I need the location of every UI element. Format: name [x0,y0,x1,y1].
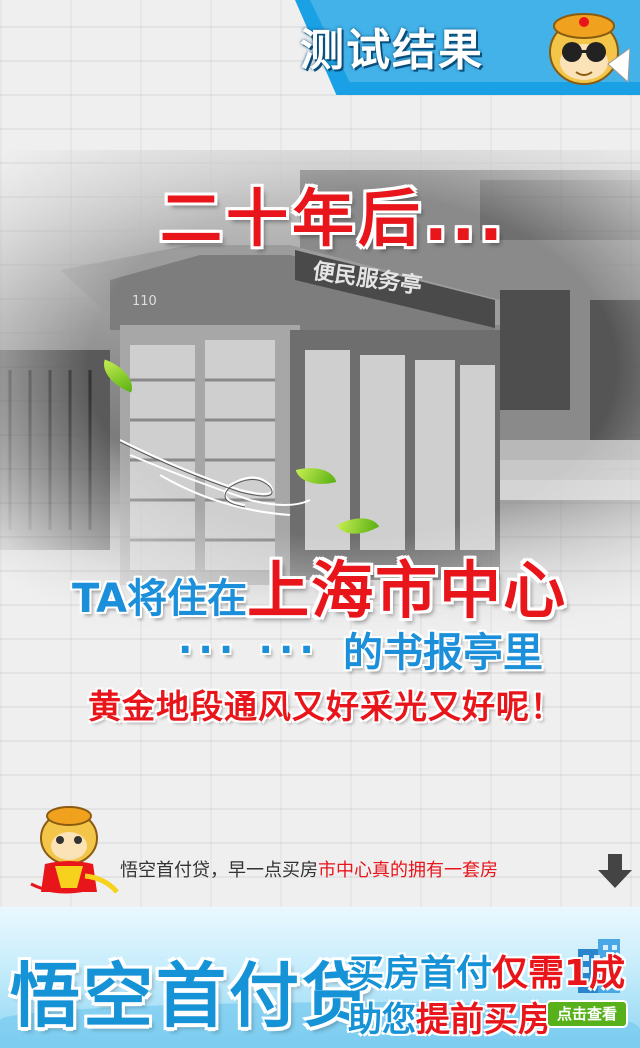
monkey-sunglasses-icon [549,13,630,85]
banner-line1-b: 仅需1成 [492,953,626,994]
promo-text-highlight: 市中心真的拥有一套房 [318,860,498,881]
down-arrow-icon[interactable] [596,852,634,890]
banner-line2-b: 提前买房 [416,1000,552,1040]
ad-banner[interactable] [0,907,640,1048]
result-line2: 的书报亭里 [343,630,543,676]
booth-number: 110 [132,294,157,309]
banner-wave [0,1002,640,1048]
result-line1: TA将住在上海市中心 [72,540,567,630]
result-headline: 二十年后... [160,182,507,255]
result-dots: ... ... [178,618,320,662]
banner-line2: 助您提前买房 [348,992,552,1041]
result-city: 上海市中心 [247,554,568,627]
result-line1-lead: TA将住在 [72,576,248,622]
result-line3: 黄金地段通风又好采光又好呢！ [88,687,564,726]
brand-name: 悟空首付贷 [10,955,375,1037]
promo-text-normal: 悟空首付贷，早一点买房 [120,860,318,881]
monkey-mascot-icon [30,806,119,894]
wind-swirl-icon [120,439,311,516]
banner-line1: 买房首付仅需1成 [348,944,625,996]
banner-line2-a: 助您 [348,1000,416,1040]
building-icon [578,939,620,993]
page-title: 测试结果 [300,25,484,76]
banner-line1-a: 买房首付 [348,953,493,994]
kiosk-photo: 便民服务亭 110 [0,150,640,630]
view-details-button[interactable]: 点击查看 [546,1000,628,1028]
promo-text[interactable]: 悟空首付贷，早一点买房市中心真的拥有一套房 [120,856,498,882]
